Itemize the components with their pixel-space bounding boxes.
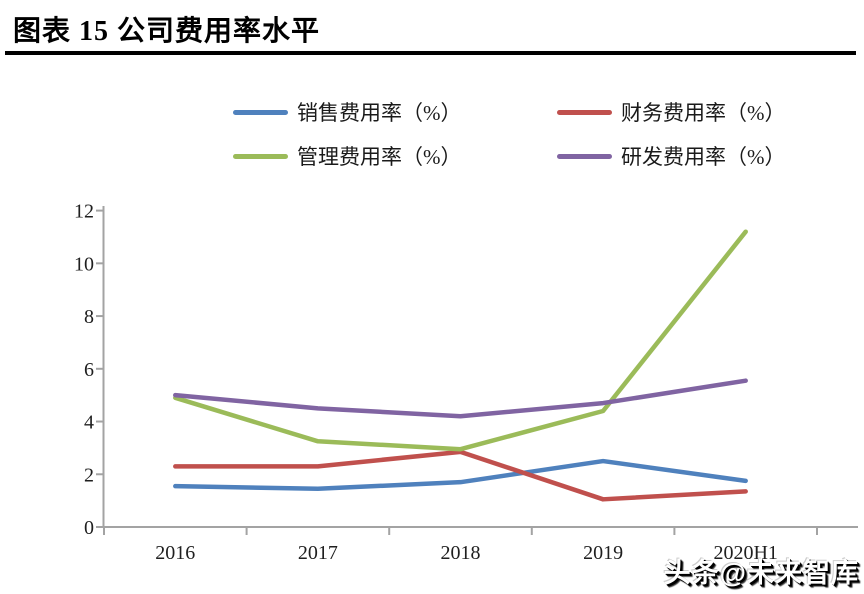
legend-item-sales-expense-ratio: 销售费用率（%）	[233, 99, 462, 125]
title-underline-rule	[5, 51, 856, 55]
legend-swatch-rnd-line	[557, 153, 612, 159]
x-axis-category-label: 2020H1	[713, 542, 777, 564]
legend-label: 销售费用率（%）	[297, 101, 462, 125]
legend-swatch-finance-line	[557, 109, 612, 115]
series-line-finance-expense-ratio	[173, 449, 748, 502]
legend-label: 财务费用率（%）	[621, 101, 786, 125]
x-axis-category-label: 2019	[583, 542, 623, 564]
chart-title: 图表 15 公司费用率水平	[13, 16, 321, 47]
y-axis-tick-label: 4	[84, 412, 94, 434]
legend-swatch-management-line	[233, 153, 288, 159]
series-line-sales-expense-ratio	[173, 458, 748, 492]
x-axis-category-label: 2018	[441, 542, 481, 564]
x-axis-category-label: 2016	[155, 542, 195, 564]
y-axis-tick-label: 10	[74, 253, 94, 275]
y-axis-tick-label: 6	[84, 359, 94, 381]
legend-label: 管理费用率（%）	[297, 145, 462, 169]
legend-label: 研发费用率（%）	[621, 145, 786, 169]
y-axis-tick-label: 2	[84, 464, 94, 486]
y-axis-tick-label: 12	[74, 201, 94, 223]
series-line-rnd-expense-ratio	[173, 378, 748, 419]
series-line-management-expense-ratio	[173, 229, 748, 452]
legend-item-finance-expense-ratio: 财务费用率（%）	[557, 99, 786, 125]
legend-item-rnd-expense-ratio: 研发费用率（%）	[557, 143, 786, 169]
watermark-toutiao-weilaizhiku: 头条@未来智库	[663, 558, 859, 588]
y-axis-tick-label: 8	[84, 306, 94, 328]
legend-item-management-expense-ratio: 管理费用率（%）	[233, 143, 462, 169]
legend-swatch-sales-line	[233, 109, 288, 115]
y-axis-tick-label: 0	[84, 517, 94, 539]
x-axis-category-label: 2017	[298, 542, 338, 564]
